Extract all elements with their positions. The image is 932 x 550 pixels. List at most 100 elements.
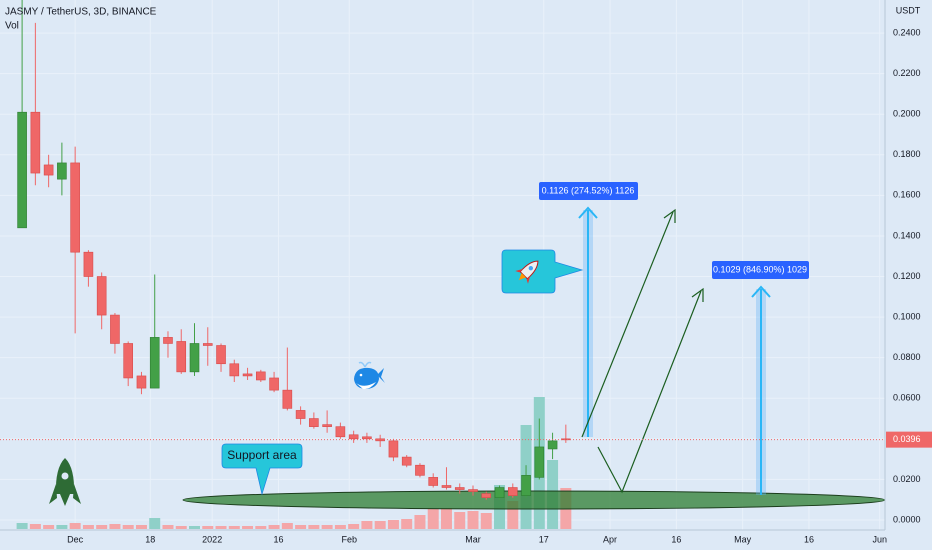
candle-body bbox=[110, 314, 120, 344]
volume-bar bbox=[334, 525, 346, 529]
candle-body bbox=[295, 410, 306, 419]
x-tick-label: 2022 bbox=[202, 534, 222, 544]
y-tick-label: 0.1600 bbox=[893, 190, 921, 200]
volume-bar bbox=[268, 525, 280, 529]
whale-icon bbox=[354, 361, 385, 390]
rocket-callout bbox=[501, 249, 584, 294]
volume-bar bbox=[454, 512, 466, 529]
volume-bar bbox=[467, 511, 479, 529]
candle-body bbox=[415, 464, 425, 476]
volume-bar bbox=[281, 523, 293, 529]
volume-bar bbox=[308, 525, 320, 529]
y-tick-label: 0.1000 bbox=[893, 311, 921, 321]
candle-body bbox=[428, 477, 439, 486]
candle-body bbox=[83, 251, 94, 277]
candle-body bbox=[322, 424, 332, 427]
candle-body bbox=[348, 434, 359, 440]
volume-bar bbox=[480, 513, 492, 529]
x-tick-label: 17 bbox=[539, 534, 549, 544]
candle-body bbox=[375, 438, 385, 442]
x-tick-label: Dec bbox=[67, 534, 84, 544]
volume-bar bbox=[122, 525, 134, 529]
volume-bar bbox=[401, 519, 413, 529]
candle-body bbox=[561, 438, 571, 441]
candle-body bbox=[534, 446, 545, 478]
measure-arrow bbox=[578, 206, 598, 219]
measure-arrow bbox=[751, 285, 771, 298]
volume-bar bbox=[96, 525, 108, 529]
chart-title: JASMY / TetherUS, 3D, BINANCE bbox=[5, 7, 157, 18]
x-tick-label: Jun bbox=[872, 534, 887, 544]
x-tick-label: 18 bbox=[145, 534, 155, 544]
candle-body bbox=[216, 345, 226, 365]
volume-bar bbox=[440, 508, 452, 529]
candle-body bbox=[335, 426, 346, 438]
y-tick-label: 0.0200 bbox=[893, 474, 921, 484]
y-tick-label: 0.2400 bbox=[893, 27, 921, 37]
candle-body bbox=[163, 337, 173, 344]
candle-body bbox=[454, 487, 465, 490]
candle-body bbox=[30, 111, 41, 174]
y-tick-label: 0.2200 bbox=[893, 68, 921, 78]
candle-body bbox=[441, 485, 452, 488]
y-tick-label: 0.1800 bbox=[893, 149, 921, 159]
candle-body bbox=[282, 389, 293, 409]
volume-bar bbox=[69, 523, 81, 529]
volume-bar bbox=[361, 521, 373, 529]
x-tick-label: May bbox=[734, 534, 752, 544]
candle-body bbox=[202, 343, 213, 346]
projection-arrow bbox=[663, 208, 676, 223]
x-tick-label: 16 bbox=[671, 534, 681, 544]
candle-body bbox=[507, 487, 518, 496]
candle-body bbox=[149, 337, 160, 389]
candle-body bbox=[176, 341, 187, 373]
volume-bar bbox=[189, 526, 201, 529]
measure-label-box bbox=[712, 261, 809, 279]
candle-body bbox=[70, 162, 80, 253]
volume-bar bbox=[374, 521, 386, 529]
volume-bar bbox=[56, 525, 68, 529]
candle-body bbox=[57, 162, 67, 180]
candle-body bbox=[494, 487, 505, 498]
y-tick-label: 0.0600 bbox=[893, 393, 921, 403]
last-price-label: 0.0396 bbox=[893, 434, 921, 444]
x-tick-label: 16 bbox=[273, 534, 283, 544]
volume-bar bbox=[427, 509, 439, 529]
support-ellipse bbox=[182, 490, 886, 510]
volume-label: Vol bbox=[5, 21, 19, 32]
measure-label-box bbox=[539, 182, 638, 200]
volume-bar bbox=[242, 526, 254, 529]
volume-bar bbox=[387, 520, 399, 529]
x-tick-label: Mar bbox=[465, 534, 481, 544]
y-tick-label: 0.2000 bbox=[893, 109, 921, 119]
projection-arrow bbox=[691, 287, 704, 302]
candle-body bbox=[481, 493, 492, 498]
measure-label: 0.1126 (274.52%) 1126 bbox=[542, 185, 635, 195]
volume-bar bbox=[16, 523, 28, 529]
volume-bar bbox=[109, 524, 121, 529]
x-tick-label: Feb bbox=[341, 534, 357, 544]
candle-body bbox=[362, 436, 372, 440]
volume-bar bbox=[348, 524, 360, 529]
candle-body bbox=[96, 276, 107, 316]
volume-bar bbox=[414, 515, 426, 529]
volume-bar bbox=[228, 526, 240, 529]
support-callout bbox=[221, 443, 303, 496]
x-tick-label: Apr bbox=[603, 534, 617, 544]
last-price-box bbox=[886, 431, 932, 448]
measure-label: 0.1029 (846.90%) 1029 bbox=[713, 264, 807, 274]
candle-body bbox=[189, 343, 200, 373]
candle-body bbox=[136, 375, 147, 389]
y-tick-label: 0.0000 bbox=[893, 514, 921, 524]
y-tick-label: 0.0800 bbox=[893, 352, 921, 362]
volume-bar bbox=[255, 526, 267, 529]
candle-body bbox=[309, 418, 319, 427]
candle-body bbox=[468, 489, 478, 492]
candle-body bbox=[123, 343, 133, 379]
candle-body bbox=[242, 373, 253, 377]
volume-bar bbox=[507, 501, 519, 529]
candle-body bbox=[547, 440, 558, 450]
volume-bar bbox=[215, 526, 227, 529]
candles bbox=[17, 0, 571, 500]
candle-body bbox=[388, 440, 399, 458]
